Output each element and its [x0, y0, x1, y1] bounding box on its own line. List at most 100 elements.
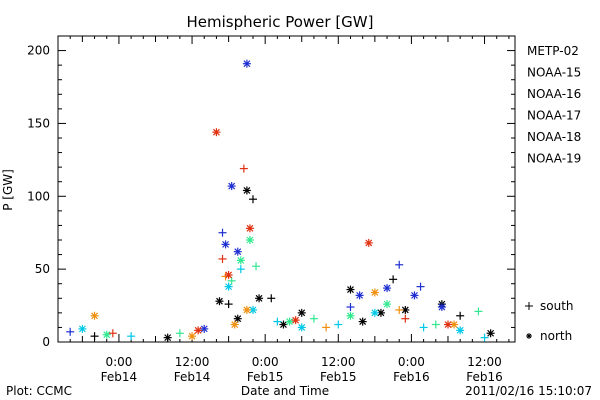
x-tick-date-label: Feb14 [101, 370, 138, 384]
data-point-metp-02 [267, 294, 276, 303]
data-point-noaa-16 [480, 333, 489, 342]
marker-stroke [411, 291, 418, 299]
data-point-noaa-19 [239, 164, 248, 173]
marker-stroke [438, 303, 446, 311]
data-point-metp-02 [90, 332, 99, 341]
marker-stroke [377, 309, 385, 317]
marker-stroke [213, 128, 220, 136]
x-tick-label: 0:00 [398, 355, 425, 369]
marker-stroke [356, 291, 364, 299]
data-point-noaa-17 [252, 262, 261, 271]
legend-entry: NOAA-18 [527, 130, 581, 144]
marker-stroke [225, 283, 233, 291]
data-point-noaa-15 [395, 260, 404, 269]
marker-stroke [487, 329, 495, 337]
y-tick-label: 150 [27, 116, 50, 130]
data-point-metp-02 [163, 333, 172, 342]
symbol-legend-label: north [540, 329, 572, 343]
data-point-noaa-15 [66, 327, 75, 336]
marker-stroke [359, 318, 367, 326]
data-point-metp-02 [233, 314, 242, 323]
data-point-noaa-15 [355, 291, 364, 300]
legend-entry: NOAA-17 [527, 109, 581, 123]
data-point-noaa-19 [218, 254, 227, 263]
marker-stroke [188, 332, 196, 340]
marker-stroke [200, 325, 208, 333]
marker-stroke [347, 286, 354, 293]
data-point-noaa-17 [474, 307, 483, 316]
marker-stroke [222, 240, 229, 248]
marker-stroke [216, 297, 223, 305]
x-tick-label: 12:00 [321, 355, 356, 369]
data-point-noaa-15 [416, 282, 425, 291]
marker-stroke [371, 289, 379, 296]
legend: METP-02 NOAA-15 NOAA-16 NOAA-17 NOAA-18 NOAA-… [527, 44, 581, 166]
data-point-noaa-19 [245, 224, 254, 233]
marker-stroke [225, 271, 233, 279]
data-point-metp-02 [389, 275, 398, 284]
marker-stroke [234, 248, 242, 256]
marker-stroke [243, 187, 251, 194]
data-point-noaa-16 [419, 323, 428, 332]
data-point-metp-02 [358, 317, 367, 326]
data-point-noaa-17 [309, 314, 318, 323]
marker-stroke [237, 256, 245, 264]
legend-entry: NOAA-15 [527, 66, 581, 80]
data-point-noaa-15 [242, 59, 251, 68]
data-point-noaa-19 [291, 316, 300, 325]
marker-stroke [298, 309, 306, 317]
x-tick-date-label: Feb16 [466, 370, 503, 384]
data-point-noaa-18 [242, 305, 251, 314]
marker-stroke [444, 321, 452, 328]
data-point-noaa-15 [221, 240, 230, 249]
ticks: 0501001502000:00Feb1412:00Feb140:00Feb15… [27, 36, 515, 384]
x-tick-date-label: Feb14 [174, 370, 211, 384]
data-point-metp-02 [248, 195, 257, 204]
data-point-metp-02 [346, 285, 355, 294]
data-point-noaa-17 [102, 330, 111, 339]
marker-stroke [91, 312, 98, 320]
marker-stroke [347, 312, 354, 320]
y-tick-label: 50 [35, 262, 50, 276]
data-point-noaa-18 [90, 311, 99, 320]
marker-stroke [164, 334, 172, 342]
x-tick-label: 12:00 [175, 355, 210, 369]
data-point-noaa-15 [346, 303, 355, 312]
data-point-noaa-17 [285, 317, 294, 326]
data-point-noaa-16 [78, 324, 87, 333]
data-point-noaa-18 [370, 288, 379, 297]
data-point-noaa-19 [194, 326, 203, 335]
marker-stroke [450, 321, 458, 328]
data-point-noaa-16 [297, 323, 306, 332]
data-point-noaa-15 [227, 182, 236, 191]
data-point-noaa-17 [346, 311, 355, 320]
data-point-noaa-17 [175, 329, 184, 338]
x-tick-label: 12:00 [467, 355, 502, 369]
data-point-noaa-19 [108, 329, 117, 338]
marker-stroke [401, 306, 409, 314]
footer-plot-credit: Plot: CCMC [6, 384, 72, 398]
marker-stroke [456, 326, 464, 334]
marker-stroke [286, 318, 293, 326]
marker-stroke [234, 315, 242, 323]
marker-stroke [194, 326, 202, 334]
data-point-metp-02 [297, 308, 306, 317]
data-point-noaa-18 [188, 332, 197, 341]
marker-stroke [243, 60, 251, 68]
marker-stroke [249, 306, 257, 314]
data-point-noaa-16 [334, 320, 343, 329]
data-point-noaa-16 [224, 282, 233, 291]
data-point-noaa-19 [401, 314, 410, 323]
data-point-noaa-15 [200, 324, 209, 333]
data-point-noaa-16 [273, 317, 282, 326]
footer-timestamp: 2011/02/16 15:10:07 [465, 384, 592, 398]
data-point-noaa-16 [370, 308, 379, 317]
data-point-noaa-18 [230, 320, 239, 329]
marker-stroke [280, 321, 287, 328]
x-tick-label: 0:00 [252, 355, 279, 369]
symbol-legend: south north [525, 299, 574, 343]
data-point-noaa-16 [456, 326, 465, 335]
marker-stroke [78, 325, 86, 333]
marker-stroke [243, 306, 251, 314]
x-tick-date-label: Feb15 [320, 370, 357, 384]
